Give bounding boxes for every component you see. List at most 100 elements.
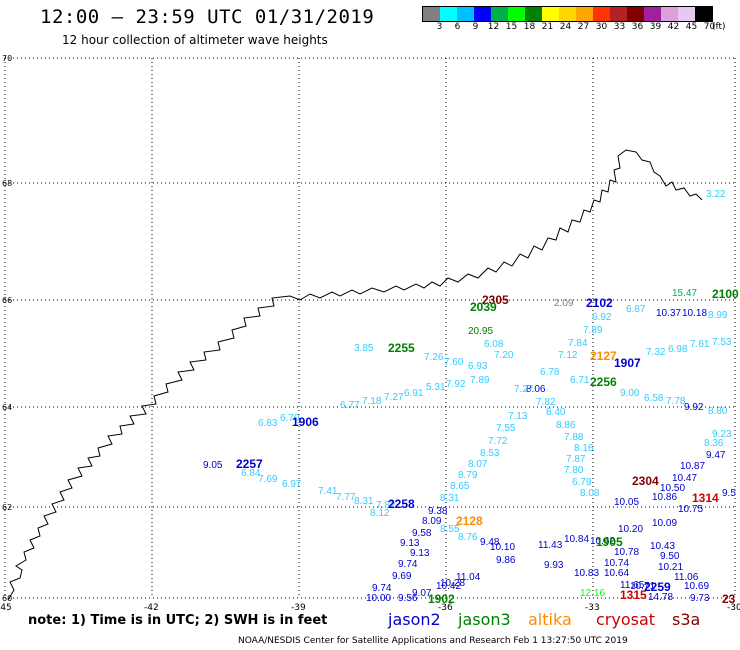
- latitude-label: 70: [2, 54, 12, 63]
- wave-height-value: 9.56: [398, 593, 418, 604]
- color-scale-label: 70: [703, 22, 716, 32]
- color-scale-label: 18: [523, 22, 536, 32]
- wave-height-value: 3.85: [354, 343, 374, 354]
- wave-height-value: 6.58: [644, 393, 664, 404]
- wave-height-value: 7.53: [712, 337, 732, 348]
- longitude-label: -42: [144, 603, 159, 613]
- wave-height-value: 9.47: [706, 450, 726, 461]
- color-scale-label: 3: [436, 22, 443, 32]
- wave-height-value: 7.41: [318, 486, 338, 497]
- wave-height-value: 7.32: [646, 347, 666, 358]
- wave-height-value: 9.13: [400, 538, 420, 549]
- pass-time-label: 2256: [590, 375, 617, 389]
- wave-height-value: 11.43: [538, 540, 563, 551]
- wave-height-value: 6.87: [626, 304, 646, 315]
- wave-height-value: 10.50: [660, 483, 685, 494]
- color-scale-label: 24: [559, 22, 572, 32]
- wave-height-values: 3.22 15.47 10.37 10.18 8.99 2.09 6.92 6.87 20.95…: [203, 189, 736, 604]
- wave-height-value: 10.20: [618, 524, 643, 535]
- wave-height-value: 7.60: [444, 357, 464, 368]
- note-text: note: 1) Time is in UTC; 2) SWH is in fe…: [28, 613, 328, 628]
- wave-height-value: 7.26: [424, 352, 444, 363]
- wave-height-value: 9.05: [203, 460, 223, 471]
- pass-time-label: 1905: [596, 535, 623, 549]
- pass-time-label: 2305: [482, 293, 509, 307]
- wave-height-value: 7.87: [566, 454, 586, 465]
- pass-time-label: 2304: [632, 474, 659, 488]
- latitude-label: 68: [2, 179, 12, 188]
- wave-height-value: 6.92: [592, 312, 612, 323]
- wave-height-value: 7.92: [446, 379, 466, 390]
- wave-height-value: 10.28: [440, 578, 465, 589]
- color-scale-swatch: [627, 7, 644, 21]
- wave-height-value: 9.48: [480, 537, 500, 548]
- wave-height-value: 8.55: [440, 524, 460, 535]
- wave-height-value: 8.06: [526, 384, 546, 395]
- wave-height-value: 8.80: [708, 406, 728, 417]
- wave-height-value: 7.88: [564, 432, 584, 443]
- lat-lon-grid: [4, 57, 736, 599]
- wave-height-value: 9.5: [722, 488, 736, 499]
- color-scale-label: 21: [541, 22, 554, 32]
- wave-height-value: 9.38: [428, 506, 448, 517]
- latitude-label: 66: [2, 296, 12, 305]
- wave-height-value: 11.65: [620, 580, 645, 591]
- pass-time-label: 2102: [586, 296, 613, 310]
- wave-height-value: 6.97: [282, 479, 302, 490]
- wave-height-value: 7.72: [488, 436, 508, 447]
- wave-height-value: 10.84: [564, 534, 589, 545]
- wave-height-value: 9.93: [544, 560, 564, 571]
- wave-height-value: 10.74: [604, 558, 629, 569]
- pass-time-label: 2258: [388, 497, 415, 511]
- wave-height-value: 10.43: [650, 541, 675, 552]
- wave-height-value: 9.69: [392, 571, 412, 582]
- pass-time-labels: 1906 2257 2258 2255 2128 1905 1902 2102 23052039…: [236, 287, 739, 606]
- wave-height-value: 10.64: [604, 568, 629, 579]
- color-scale-label: 36: [631, 22, 644, 32]
- wave-height-value: 7.89: [583, 325, 603, 336]
- color-scale-label: 39: [649, 22, 662, 32]
- wave-height-value: 6.70: [280, 413, 300, 424]
- wave-height-value: 10.37: [656, 308, 681, 319]
- latitude-label: 60: [2, 594, 12, 603]
- wave-height-value: 10.78: [614, 547, 639, 558]
- wave-height-value: 7.82: [376, 500, 396, 511]
- wave-height-value: 8.76: [458, 532, 478, 543]
- color-scale-swatch: [644, 7, 661, 21]
- wave-height-value: 2.09: [554, 298, 574, 309]
- color-scale-label: 45: [685, 22, 698, 32]
- satellite-legend-altika: altika: [528, 610, 572, 629]
- wave-height-value: 7.84: [568, 338, 588, 349]
- wave-height-value: 8.36: [704, 438, 724, 449]
- wave-height-value: 8.86: [556, 420, 576, 431]
- pass-time-label: 1902: [428, 592, 455, 606]
- wave-height-value: 8.12: [370, 508, 390, 519]
- wave-height-value: 9.50: [660, 551, 680, 562]
- pass-time-label: 2257: [236, 457, 263, 471]
- wave-height-value: 7.78: [666, 396, 686, 407]
- wave-height-value: 10.69: [684, 581, 709, 592]
- wave-height-value: 7.55: [496, 423, 516, 434]
- wave-height-value: 8.08: [580, 488, 600, 499]
- wave-height-value: 8.40: [546, 407, 566, 418]
- color-scale-swatch: [474, 7, 491, 21]
- wave-height-value: 9.74: [372, 583, 392, 594]
- pass-time-label: 2128: [456, 514, 483, 528]
- wave-height-value: 20.95: [468, 326, 493, 337]
- wave-height-value: 8.31: [440, 493, 460, 504]
- color-scale-label: 9: [472, 22, 479, 32]
- color-scale-label: 12: [487, 22, 500, 32]
- wave-height-value: 10.05: [614, 497, 639, 508]
- color-scale-label: 42: [667, 22, 680, 32]
- wave-height-value: 9.74: [398, 559, 418, 570]
- wave-height-value: 8.31: [354, 496, 374, 507]
- color-scale-swatch: [508, 7, 525, 21]
- color-scale-label: 33: [613, 22, 626, 32]
- wave-height-value: 7.12: [558, 350, 578, 361]
- wave-height-value: 6.83: [258, 418, 278, 429]
- longitude-label: -30: [727, 603, 740, 613]
- wave-height-value: 9.23: [712, 429, 732, 440]
- color-scale-swatch: [576, 7, 593, 21]
- color-scale-labels: 3 6 9 12 15 18 21 24 27 30 33 36 39 42 45 70: [422, 22, 728, 34]
